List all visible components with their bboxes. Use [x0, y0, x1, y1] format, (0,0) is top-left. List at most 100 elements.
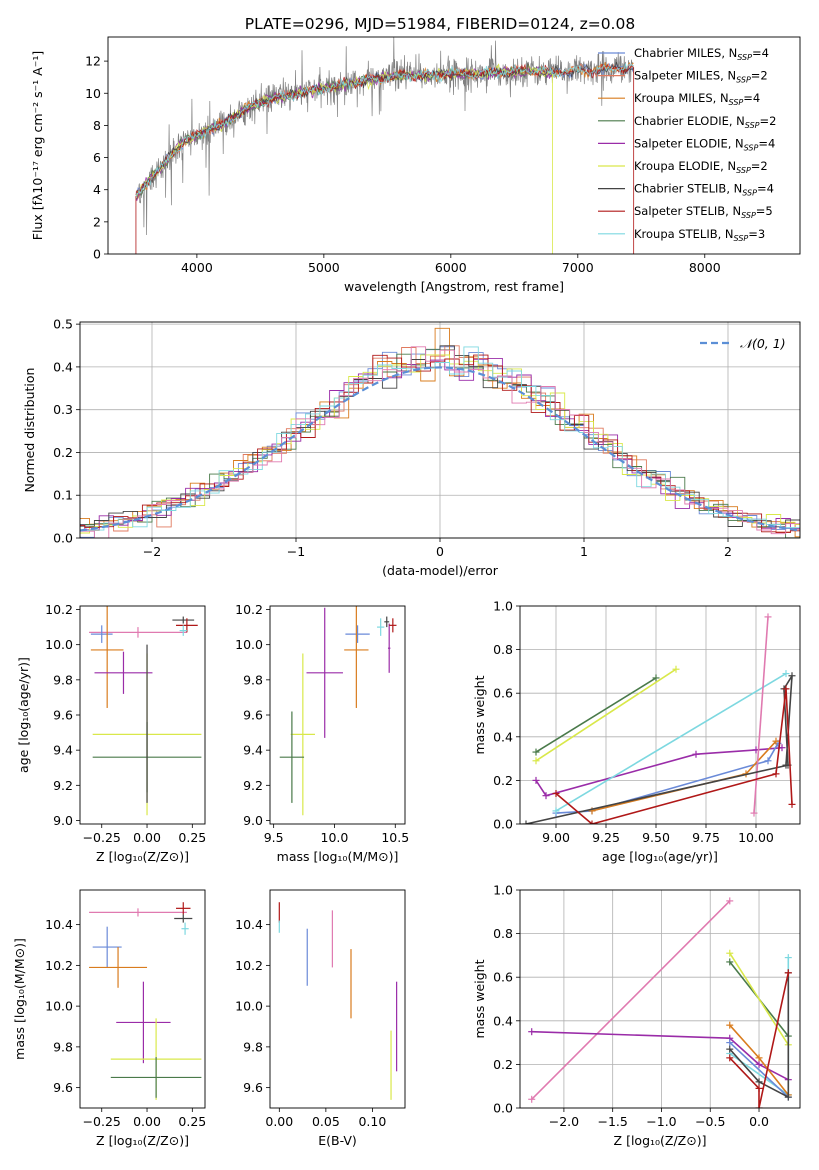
x-axis-label: Z [log₁₀(Z/Z⊙)] — [96, 1133, 189, 1148]
weight-line — [555, 688, 793, 824]
y-tick-label: 0.5 — [53, 317, 73, 332]
y-tick-label: 10.0 — [235, 999, 263, 1014]
extinction-vs-mass-panel: 0.00 0.05 0.10 9.6 9.8 10.0 10.2 10.4 E(B-V) — [235, 889, 406, 1148]
x-tick-label: 5000 — [308, 260, 340, 275]
legend-label: Salpeter ELODIE, NSSP=4 — [634, 136, 775, 152]
y-tick-label: 10 — [85, 86, 101, 101]
y-tick-label: 9.6 — [53, 1080, 73, 1095]
error-bar-point — [92, 926, 122, 968]
weight-marker — [788, 800, 796, 808]
x-tick-label: 9.25 — [592, 830, 620, 845]
y-tick-label: 4 — [93, 182, 101, 197]
error-bar-point — [172, 616, 195, 624]
figure-title: PLATE=0296, MJD=51984, FIBERID=0124, z=0… — [245, 15, 635, 33]
lines-area — [522, 613, 796, 824]
weight-marker — [692, 750, 700, 758]
x-axis-label: Z [log₁₀(Z/Z⊙)] — [614, 1133, 707, 1148]
y-tick-label: 9.0 — [243, 813, 263, 828]
x-tick-label: 2 — [724, 544, 732, 559]
y-tick-label: 9.8 — [243, 1039, 263, 1054]
weight-marker — [755, 1060, 763, 1068]
x-tick-label: 0.25 — [178, 830, 206, 845]
age-vs-mass-weight-panel: 9.00 9.25 9.50 9.75 10.00 0.0 0.2 0.4 0.6 0.8 1.0 a… — [472, 599, 801, 864]
spectrum-panel: Chabrier MILES, NSSP=4 Salpeter MILES, NS… — [30, 36, 801, 294]
y-tick-label: 9.8 — [53, 672, 73, 687]
error-bar-point — [306, 607, 343, 738]
error-bar-point — [94, 651, 153, 694]
weight-marker — [772, 770, 780, 778]
weight-line — [729, 952, 789, 1046]
weight-marker — [755, 1104, 763, 1108]
error-bar-point — [89, 627, 187, 638]
error-bar-point — [174, 914, 193, 923]
error-bar-point — [116, 981, 171, 1064]
weight-marker — [726, 1021, 734, 1029]
weight-marker — [726, 897, 734, 905]
legend-label: Kroupa ELODIE, NSSP=2 — [634, 159, 768, 175]
weight-marker — [542, 792, 550, 800]
weight-marker — [764, 757, 772, 765]
legend-label: Chabrier STELIB, NSSP=4 — [634, 182, 774, 198]
weight-marker — [726, 1054, 734, 1062]
x-tick-label: 0.05 — [312, 1114, 340, 1129]
weight-marker — [764, 613, 772, 621]
weight-line — [555, 742, 779, 814]
mass-vs-age-panel: 9.5 10.0 10.5 9.0 9.2 9.4 9.6 9.8 10.0 10.2 mass [… — [235, 602, 409, 864]
weight-line — [729, 1042, 789, 1098]
weight-marker — [755, 1078, 763, 1086]
y-tick-label: 0.0 — [493, 1101, 513, 1116]
weight-marker — [782, 761, 790, 769]
points-area — [89, 902, 202, 1100]
error-bar-point — [89, 908, 187, 917]
y-tick-label: 1.0 — [493, 883, 513, 898]
legend-label: Salpeter STELIB, NSSP=5 — [634, 204, 773, 220]
weight-line — [535, 746, 783, 797]
y-tick-label: 9.6 — [53, 708, 73, 723]
y-tick-label: 1.0 — [493, 599, 513, 614]
y-tick-label: 10.2 — [45, 602, 73, 617]
error-bar-point — [344, 606, 369, 708]
y-tick-label: 0.2 — [493, 773, 513, 788]
x-tick-label: 0.00 — [133, 1114, 161, 1129]
y-tick-label: 0 — [93, 247, 101, 262]
y-tick-label: 10.2 — [45, 958, 73, 973]
error-bar-point — [89, 947, 148, 988]
spectrum-legend: Chabrier MILES, NSSP=4 Salpeter MILES, NS… — [598, 46, 776, 243]
y-tick-label: 10.2 — [235, 602, 263, 617]
y-tick-label: 0.8 — [493, 642, 513, 657]
weight-marker — [532, 776, 540, 784]
weight-marker — [522, 820, 530, 824]
x-tick-label: −2.0 — [549, 1114, 579, 1129]
histogram-area — [80, 327, 800, 538]
y-tick-label: 0.0 — [493, 817, 513, 832]
y-tick-label: 10.4 — [235, 917, 263, 932]
normal-curve — [80, 366, 800, 532]
weight-line — [729, 972, 790, 1108]
x-tick-label: 8000 — [689, 260, 721, 275]
weight-marker — [532, 757, 540, 765]
y-tick-label: 9.2 — [53, 778, 73, 793]
error-bar-point — [345, 625, 370, 643]
weight-marker — [528, 1095, 536, 1103]
y-axis-label: mass [log₁₀(M/M⊙)] — [12, 938, 27, 1060]
y-tick-label: 9.4 — [243, 743, 263, 758]
x-tick-label: −1.0 — [646, 1114, 676, 1129]
x-tick-label: 9.50 — [642, 830, 670, 845]
weight-marker — [788, 672, 796, 680]
axes-frame — [79, 889, 206, 1109]
error-bar-point — [110, 1057, 202, 1098]
error-bar-point — [279, 711, 305, 803]
y-axis-label: mass weight — [472, 959, 487, 1038]
y-tick-label: 0.0 — [53, 531, 73, 546]
x-tick-label: 7000 — [562, 260, 594, 275]
weight-marker — [726, 949, 734, 957]
metallicity-vs-mass-panel: −0.25 0.00 0.25 9.6 9.8 10.0 10.2 10.4 Z [log₁₀(… — [12, 889, 206, 1148]
x-tick-label: −0.25 — [83, 830, 121, 845]
weight-marker — [726, 1045, 734, 1053]
weight-marker — [652, 674, 660, 682]
weight-marker — [588, 820, 596, 824]
weight-marker — [784, 969, 792, 977]
y-tick-label: 0.3 — [53, 402, 73, 417]
legend-label: 𝒩(0, 1) — [740, 336, 786, 351]
y-tick-label: 9.2 — [243, 778, 263, 793]
